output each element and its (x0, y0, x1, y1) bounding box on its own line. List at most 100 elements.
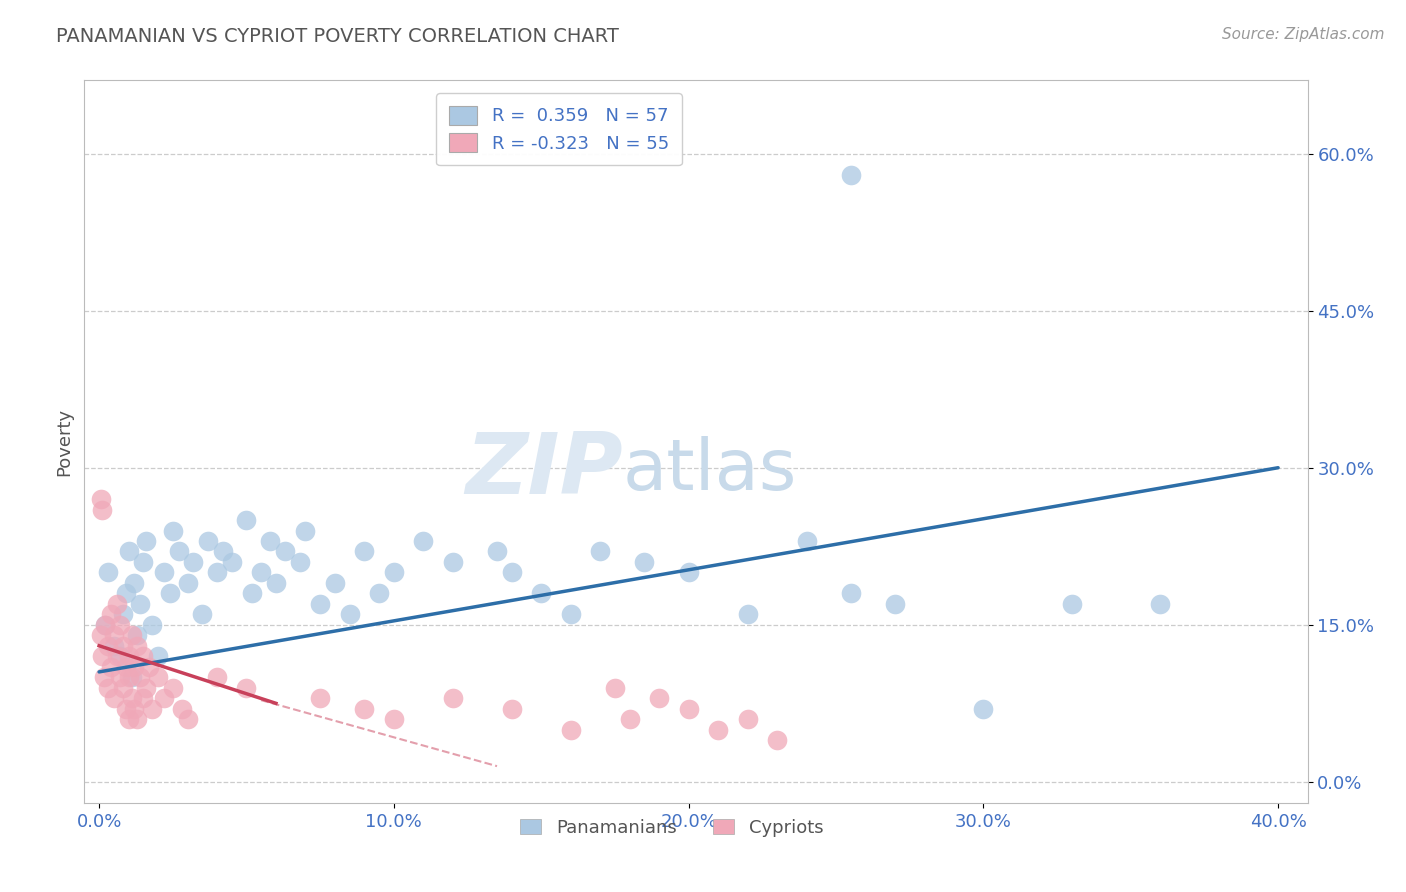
Point (167, 544, 190, 558)
Point (124, 701, 146, 715)
Point (294, 524, 316, 538)
Point (1149, 597, 1171, 611)
Point (264, 575, 287, 590)
Point (441, 691, 464, 706)
Point (1060, 597, 1083, 611)
Point (117, 544, 139, 558)
Y-axis label: Poverty: Poverty (55, 408, 73, 475)
Point (839, 168, 862, 182)
Point (91, 649, 114, 664)
Point (129, 597, 152, 611)
Point (274, 544, 297, 558)
Point (176, 575, 198, 590)
Text: ZIP: ZIP (465, 429, 623, 512)
Point (162, 681, 184, 695)
Point (103, 628, 125, 642)
Text: Source: ZipAtlas.com: Source: ZipAtlas.com (1222, 27, 1385, 42)
Point (884, 597, 907, 611)
Point (141, 617, 163, 632)
Point (353, 544, 375, 558)
Point (97, 566, 120, 580)
Text: PANAMANIAN VS CYPRIOT POVERTY CORRELATION CHART: PANAMANIAN VS CYPRIOT POVERTY CORRELATIO… (56, 27, 619, 45)
Point (100, 607, 122, 622)
Point (103, 691, 125, 706)
Point (221, 555, 243, 569)
Point (648, 691, 671, 706)
Point (94, 617, 117, 632)
Point (111, 607, 134, 622)
Point (124, 659, 146, 673)
Point (339, 607, 361, 622)
Point (737, 712, 759, 726)
Point (138, 659, 160, 673)
Point (212, 544, 235, 558)
Point (250, 566, 273, 580)
Point (485, 544, 508, 558)
Point (603, 681, 626, 695)
Point (146, 649, 169, 664)
Point (501, 566, 523, 580)
Point (323, 575, 346, 590)
Point (121, 670, 143, 684)
Point (678, 566, 700, 580)
Point (100, 659, 122, 673)
Point (114, 586, 136, 600)
Point (108, 649, 131, 664)
Point (127, 628, 149, 642)
Point (103, 639, 125, 653)
Point (111, 639, 134, 653)
Point (97, 639, 120, 653)
Point (589, 544, 612, 558)
Point (235, 681, 257, 695)
Point (560, 607, 582, 622)
Point (153, 566, 176, 580)
Point (560, 723, 582, 737)
Point (619, 712, 641, 726)
Point (94, 617, 117, 632)
Point (153, 691, 176, 706)
Point (141, 701, 163, 715)
Text: atlas: atlas (623, 436, 797, 505)
Point (183, 555, 205, 569)
Point (205, 566, 228, 580)
Point (90, 628, 112, 642)
Point (309, 597, 332, 611)
Point (309, 691, 332, 706)
Point (97, 681, 120, 695)
Point (382, 712, 405, 726)
Point (117, 649, 139, 664)
Point (132, 649, 155, 664)
Point (191, 607, 214, 622)
Point (114, 701, 136, 715)
Point (135, 681, 157, 695)
Point (441, 555, 464, 569)
Point (633, 555, 655, 569)
Point (353, 701, 375, 715)
Point (127, 639, 149, 653)
Point (135, 534, 157, 549)
Point (90, 492, 112, 507)
Legend: Panamanians, Cypriots: Panamanians, Cypriots (512, 812, 831, 845)
Point (93, 670, 115, 684)
Point (382, 566, 405, 580)
Point (108, 617, 131, 632)
Point (678, 701, 700, 715)
Point (205, 670, 228, 684)
Point (176, 712, 198, 726)
Point (162, 524, 184, 538)
Point (146, 670, 169, 684)
Point (91, 502, 114, 516)
Point (501, 701, 523, 715)
Point (972, 701, 994, 715)
Point (108, 670, 131, 684)
Point (124, 575, 146, 590)
Point (121, 691, 143, 706)
Point (737, 607, 759, 622)
Point (114, 659, 136, 673)
Point (129, 670, 152, 684)
Point (707, 723, 730, 737)
Point (235, 513, 257, 527)
Point (240, 586, 263, 600)
Point (412, 534, 434, 549)
Point (796, 534, 818, 549)
